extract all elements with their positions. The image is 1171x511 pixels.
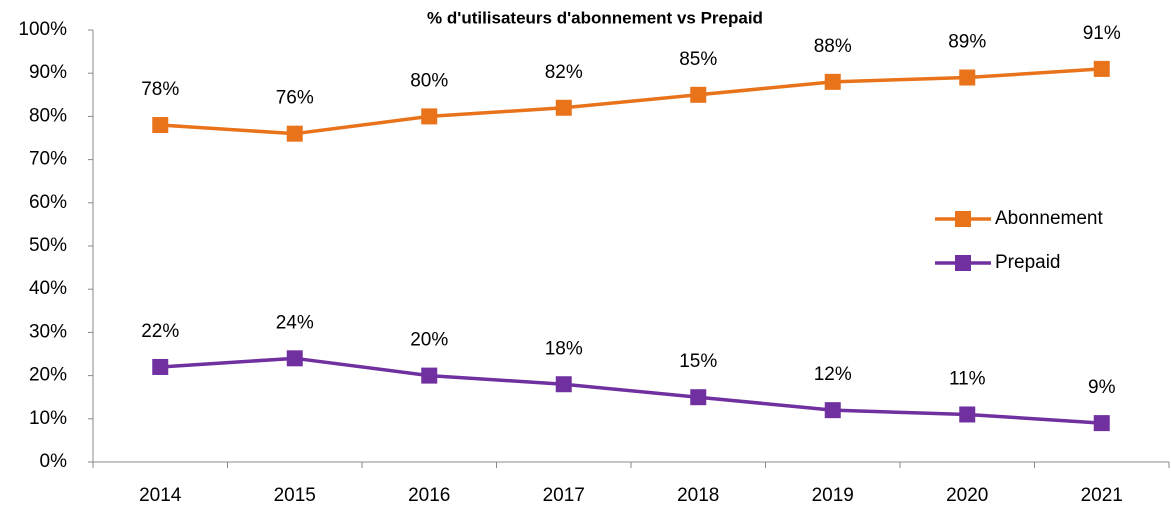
x-tick-label: 2019: [812, 485, 854, 506]
legend-label: Prepaid: [995, 252, 1061, 273]
data-label: 91%: [1083, 23, 1121, 44]
legend-label: Abonnement: [995, 208, 1103, 229]
data-label: 82%: [545, 62, 583, 83]
y-tick-label: 40%: [29, 278, 67, 299]
data-label: 18%: [545, 338, 583, 359]
x-tick-label: 2020: [946, 485, 988, 506]
series-line: [160, 356, 1102, 425]
data-label: 9%: [1088, 377, 1116, 398]
x-tick-label: 2017: [543, 485, 585, 506]
data-label: 88%: [814, 36, 852, 57]
y-tick-label: 10%: [29, 408, 67, 429]
data-label: 12%: [814, 364, 852, 385]
marker: [690, 389, 707, 406]
y-tick-label: 50%: [29, 235, 67, 256]
y-tick-label: 0%: [40, 451, 68, 472]
data-label: 80%: [410, 70, 448, 91]
data-label: 78%: [141, 79, 179, 100]
marker: [286, 350, 303, 367]
data-label: 24%: [276, 312, 314, 333]
y-tick-label: 60%: [29, 192, 67, 213]
data-label: 15%: [679, 351, 717, 372]
marker: [959, 406, 976, 423]
y-tick-label: 70%: [29, 149, 67, 170]
y-tick-label: 80%: [29, 105, 67, 126]
y-tick-label: 20%: [29, 365, 67, 386]
x-tick-label: 2014: [139, 485, 182, 506]
marker: [555, 99, 572, 116]
x-tick-label: 2018: [677, 485, 719, 506]
marker: [421, 367, 438, 384]
marker: [1093, 60, 1110, 77]
data-label: 11%: [949, 368, 986, 389]
marker: [690, 86, 707, 103]
y-tick-label: 90%: [29, 62, 67, 83]
data-label: 85%: [679, 49, 717, 70]
marker: [152, 358, 169, 375]
marker: [286, 125, 303, 142]
marker: [1093, 415, 1110, 432]
legend-marker: [955, 211, 971, 227]
marker: [959, 69, 976, 86]
series-line: [160, 67, 1102, 136]
data-label: 76%: [276, 88, 314, 109]
data-label: 22%: [141, 321, 179, 342]
x-tick-label: 2016: [408, 485, 450, 506]
y-tick-label: 100%: [18, 19, 67, 40]
marker: [421, 108, 438, 125]
x-tick-label: 2021: [1081, 485, 1123, 506]
marker: [824, 402, 841, 419]
chart-title: % d'utilisateurs d'abonnement vs Prepaid: [427, 8, 763, 27]
x-tick-label: 2015: [274, 485, 316, 506]
marker: [555, 376, 572, 393]
marker: [152, 117, 169, 134]
data-label: 89%: [948, 32, 986, 53]
y-tick-label: 30%: [29, 321, 67, 342]
legend-marker: [955, 255, 971, 271]
data-label: 20%: [410, 330, 448, 351]
marker: [824, 73, 841, 90]
